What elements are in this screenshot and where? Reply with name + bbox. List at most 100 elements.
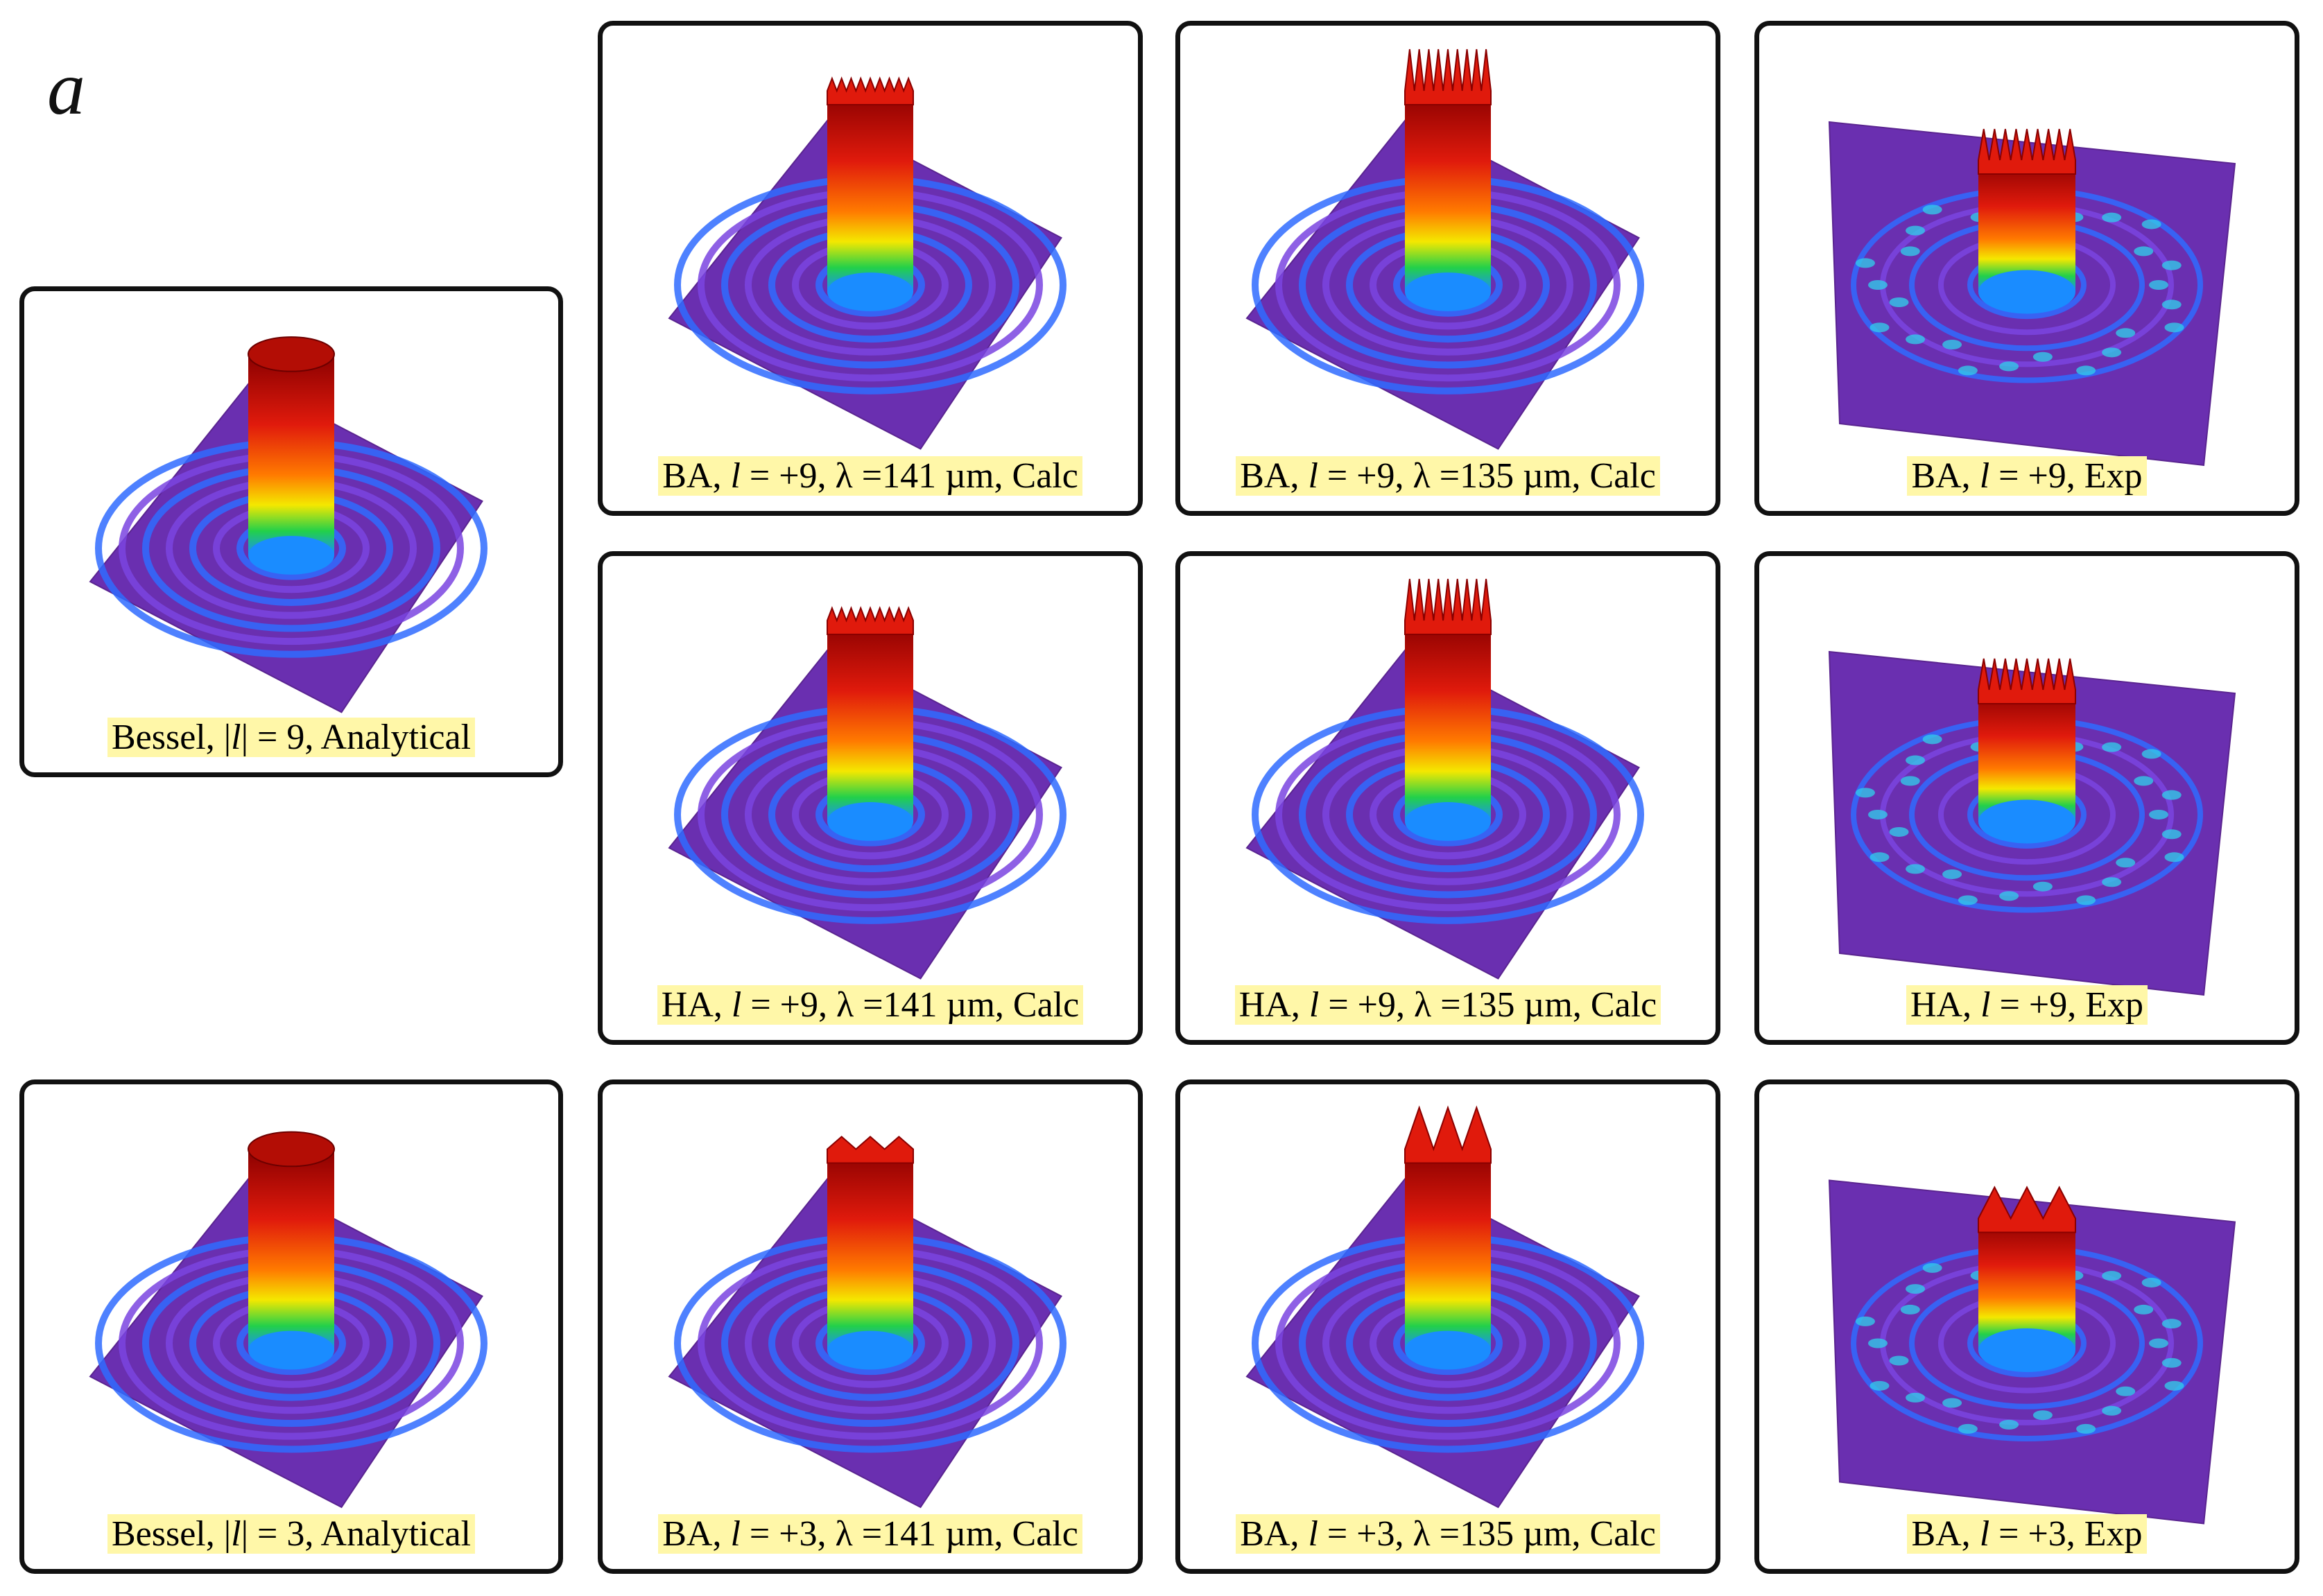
- speckle: [1855, 788, 1875, 798]
- speckle: [1855, 1316, 1875, 1326]
- surface-plot: [1245, 578, 1644, 980]
- surface-plot: [668, 76, 1066, 450]
- speckle: [2076, 365, 2096, 376]
- vortex-crown: [1978, 128, 2076, 175]
- speckle: [1906, 755, 1926, 765]
- speckle: [2161, 1319, 2182, 1329]
- speckle: [2141, 749, 2161, 759]
- caption-prefix: BA,: [1240, 1513, 1309, 1554]
- speckle: [1868, 809, 1888, 819]
- speckle: [1900, 776, 1920, 786]
- speckle: [1906, 1284, 1926, 1294]
- panel-caption: BA, l = +9, λ =135 µm, Calc: [1180, 456, 1716, 496]
- speckle: [1922, 734, 1942, 745]
- caption-prefix: BA,: [1911, 456, 1980, 496]
- panel-d2: HA, l = +9, Exp: [1754, 551, 2299, 1045]
- panel-caption: BA, l = +3, λ =135 µm, Calc: [1180, 1513, 1716, 1554]
- speckle: [2164, 322, 2184, 333]
- speckle: [2141, 1277, 2161, 1287]
- caption-prefix: BA,: [662, 1513, 731, 1554]
- speckle: [2116, 1386, 2136, 1396]
- caption-prefix: HA,: [1910, 985, 1981, 1025]
- speckle: [1906, 1392, 1926, 1403]
- speckle: [1999, 891, 2019, 901]
- speckle: [2116, 328, 2136, 338]
- caption-symbol: l: [731, 985, 742, 1025]
- central-peak: [1978, 1218, 2075, 1351]
- peak-base: [1405, 802, 1491, 841]
- panel-b3: BA, l = +3, λ =141 µm, Calc: [598, 1079, 1143, 1574]
- panel-caption: HA, l = +9, λ =135 µm, Calc: [1180, 985, 1716, 1025]
- speckle: [2102, 212, 2122, 223]
- panel-a1: Bessel, |l| = 9, Analytical: [19, 286, 563, 777]
- caption-suffix: = +9, λ =135 µm, Calc: [1319, 985, 1657, 1025]
- speckle: [1855, 258, 1875, 268]
- caption-symbol: l: [1308, 1513, 1318, 1554]
- panel-caption: BA, l = +3, Exp: [1759, 1513, 2295, 1554]
- speckle: [2102, 877, 2122, 887]
- vortex-crown: [1404, 1105, 1492, 1164]
- central-peak: [248, 354, 334, 555]
- speckle: [2161, 300, 2182, 310]
- surface-plot: [1828, 650, 2236, 996]
- speckle: [1889, 297, 1909, 308]
- speckle: [1889, 1355, 1909, 1366]
- caption-suffix: | = 9, Analytical: [241, 717, 472, 757]
- speckle: [1868, 280, 1888, 290]
- panel-d3: BA, l = +3, Exp: [1754, 1079, 2299, 1574]
- panel-caption: BA, l = +3, λ =141 µm, Calc: [603, 1513, 1138, 1554]
- speckle: [2149, 280, 2168, 290]
- speckle: [1906, 334, 1926, 345]
- speckle: [2149, 1338, 2168, 1348]
- caption-prefix: BA,: [1911, 1513, 1980, 1554]
- speckle: [1958, 1423, 1978, 1434]
- speckle: [2134, 1304, 2154, 1315]
- caption-prefix: BA,: [662, 456, 731, 496]
- vortex-crown: [1978, 1186, 2076, 1233]
- vortex-crown: [827, 76, 914, 105]
- speckle: [2161, 260, 2182, 270]
- speckle: [1869, 1380, 1890, 1391]
- peak-base: [1405, 272, 1491, 311]
- caption-suffix: = +3, λ =135 µm, Calc: [1318, 1513, 1656, 1554]
- caption-suffix: = +9, λ =141 µm, Calc: [740, 456, 1078, 496]
- vortex-crown: [827, 1136, 914, 1164]
- speckle: [2102, 1271, 2122, 1281]
- caption-suffix: = +9, Exp: [1990, 985, 2143, 1025]
- caption-prefix: BA,: [1240, 456, 1309, 496]
- caption-prefix: Bessel, |: [111, 717, 232, 757]
- caption-prefix: Bessel, |: [111, 1513, 232, 1554]
- speckle: [2076, 895, 2096, 905]
- surface-plot: [668, 606, 1066, 980]
- speckle: [2141, 219, 2161, 229]
- caption-symbol: l: [730, 456, 741, 496]
- speckle: [1869, 322, 1890, 333]
- panel-caption: Bessel, |l| = 9, Analytical: [24, 717, 558, 757]
- caption-suffix: = +3, Exp: [1989, 1513, 2143, 1554]
- speckle: [1942, 1398, 1962, 1408]
- surface-plot: [1828, 1179, 2236, 1525]
- central-peak: [1405, 91, 1491, 292]
- speckle: [2032, 881, 2053, 892]
- speckle: [2116, 858, 2136, 868]
- caption-suffix: = +3, λ =141 µm, Calc: [740, 1513, 1078, 1554]
- speckle: [1900, 246, 1920, 257]
- peak-top: [248, 1131, 335, 1168]
- caption-symbol: l: [1308, 456, 1318, 496]
- speckle: [1958, 895, 1978, 905]
- caption-prefix: HA,: [661, 985, 732, 1025]
- speckle: [2149, 809, 2168, 819]
- vortex-crown: [1404, 578, 1492, 635]
- panel-caption: HA, l = +9, λ =141 µm, Calc: [603, 985, 1138, 1025]
- speckle: [2102, 347, 2122, 358]
- panel-c3: BA, l = +3, λ =135 µm, Calc: [1175, 1079, 1720, 1574]
- caption-suffix: = +9, λ =135 µm, Calc: [1318, 456, 1656, 496]
- vortex-crown: [1404, 49, 1492, 105]
- panel-caption: BA, l = +9, λ =141 µm, Calc: [603, 456, 1138, 496]
- central-peak: [827, 1149, 913, 1351]
- peak-top: [248, 336, 335, 372]
- speckle: [1868, 1338, 1888, 1348]
- surface-plot: [1245, 1105, 1644, 1509]
- panel-c2: HA, l = +9, λ =135 µm, Calc: [1175, 551, 1720, 1045]
- caption-symbol: l: [1980, 985, 1991, 1025]
